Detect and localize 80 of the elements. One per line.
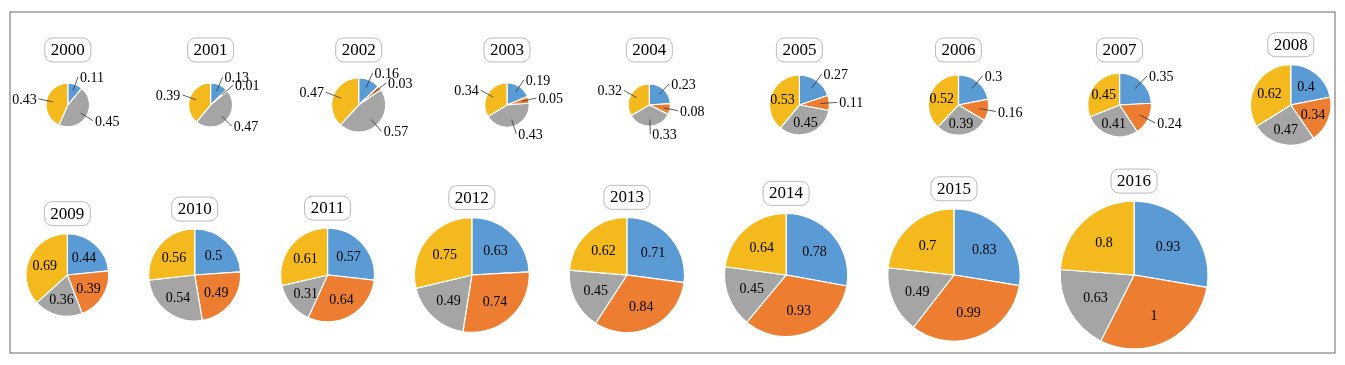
- chart-title: 2013: [609, 187, 644, 207]
- data-label: 0.4: [1297, 79, 1315, 95]
- data-label: 0.57: [336, 249, 361, 265]
- data-label: 0.34: [1300, 107, 1326, 123]
- data-label: 0.36: [49, 292, 74, 308]
- data-label: 0.47: [1273, 121, 1299, 137]
- data-label: 0.47: [233, 119, 259, 135]
- data-label: 0.61: [293, 250, 318, 266]
- data-label: 0.93: [786, 302, 811, 318]
- chart-title: 2001: [193, 40, 228, 59]
- data-label: 0.71: [640, 245, 666, 261]
- chart-title: 2007: [1102, 40, 1138, 59]
- data-label: 0.56: [161, 249, 187, 265]
- chart-title: 2003: [489, 40, 524, 59]
- data-label: 0.63: [483, 242, 508, 258]
- data-label: 0.83: [971, 242, 997, 258]
- chart-title: 2016: [1117, 171, 1152, 191]
- data-label: 0.43: [518, 126, 543, 142]
- data-label: 0.11: [839, 95, 864, 111]
- data-label: 0.3: [984, 68, 1003, 84]
- data-label: 0.31: [293, 285, 319, 301]
- data-label: 0.49: [436, 293, 461, 309]
- chart-title: 2011: [310, 198, 345, 218]
- data-label: 0.57: [383, 124, 409, 140]
- data-label: 0.5: [204, 247, 223, 263]
- data-label: 0.39: [76, 281, 101, 296]
- data-label: 0.45: [95, 113, 120, 129]
- data-label: 0.45: [583, 283, 609, 299]
- data-label: 0.24: [1157, 115, 1182, 131]
- data-label: 0.49: [905, 283, 930, 299]
- chart-title: 2014: [769, 183, 804, 203]
- data-label: 0.53: [770, 91, 795, 107]
- data-label: 0.84: [629, 299, 654, 315]
- data-label: 0.99: [956, 304, 981, 320]
- chart-title: 2010: [177, 199, 212, 219]
- data-label: 0.64: [749, 240, 775, 256]
- data-label: 1: [1150, 307, 1158, 323]
- data-label: 0.52: [929, 91, 954, 107]
- data-label: 0.34: [454, 83, 479, 99]
- data-label: 0.43: [12, 91, 37, 107]
- data-label: 0.74: [482, 293, 508, 309]
- data-label: 0.62: [591, 242, 616, 258]
- data-label: 0.62: [1257, 86, 1282, 102]
- data-label: 0.7: [918, 238, 937, 254]
- data-label: 0.69: [32, 257, 57, 273]
- data-label: 0.32: [597, 83, 623, 99]
- chart-title: 2004: [632, 40, 667, 59]
- data-label: 0.78: [802, 244, 827, 260]
- data-label: 0.33: [652, 127, 677, 143]
- chart-title: 2006: [941, 40, 976, 59]
- data-label: 0.93: [1155, 239, 1181, 255]
- data-label: 0.47: [299, 85, 324, 101]
- data-label: 0.27: [823, 67, 849, 83]
- data-label: 0.08: [679, 103, 705, 119]
- data-label: 0.45: [1091, 87, 1116, 103]
- chart-title: 2002: [341, 40, 376, 59]
- data-label: 0.49: [204, 285, 229, 301]
- chart-title: 2009: [50, 203, 85, 223]
- data-label: 0.16: [998, 104, 1023, 120]
- data-label: 0.64: [329, 292, 354, 308]
- chart-title: 2000: [50, 40, 85, 59]
- data-label: 0.41: [1101, 116, 1127, 132]
- chart-title: 2015: [936, 178, 971, 198]
- data-label: 0.8: [1095, 235, 1113, 251]
- data-label: 0.45: [793, 114, 818, 130]
- chart-title: 2008: [1273, 34, 1308, 54]
- data-label: 0.39: [155, 87, 181, 103]
- data-label: 0.23: [671, 76, 696, 92]
- data-label: 0.75: [432, 246, 458, 262]
- data-label: 0.63: [1083, 289, 1108, 305]
- data-label: 0.05: [538, 91, 563, 107]
- data-label: 0.54: [165, 290, 191, 306]
- data-label: 0.11: [79, 70, 104, 86]
- chart-title: 2005: [782, 40, 817, 59]
- data-label: 0.45: [739, 281, 764, 297]
- chart-title: 2012: [454, 187, 489, 207]
- data-label: 0.19: [525, 72, 551, 88]
- data-label: 0.35: [1148, 69, 1174, 85]
- data-label: 0.39: [948, 115, 974, 131]
- data-label: 0.44: [71, 249, 97, 265]
